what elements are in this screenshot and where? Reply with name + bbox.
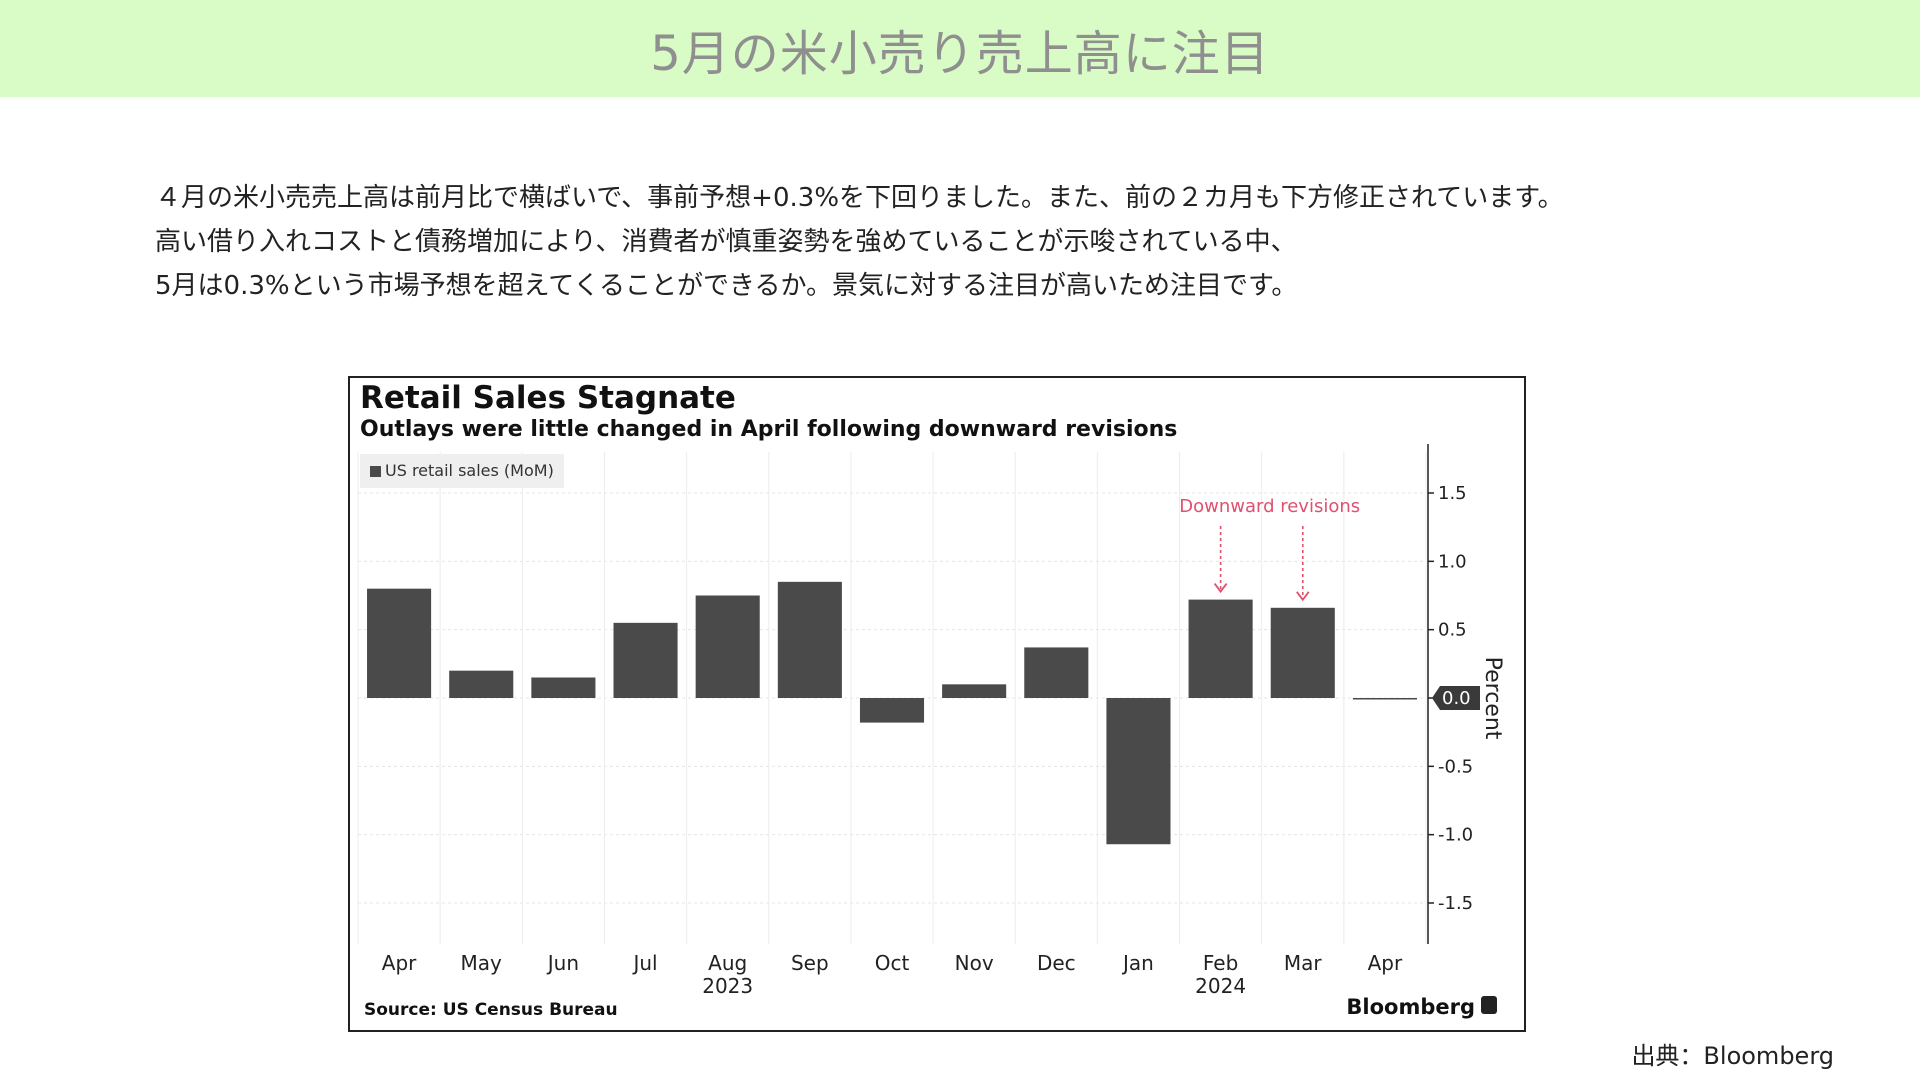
intro-line-3: 5月は0.3%という市場予想を超えてくることができるか。景気に対する注目が高いた…: [155, 271, 1298, 301]
bar: [942, 684, 1007, 698]
intro-text: ４月の米小売売上高は前月比で横ばいで、事前予想+0.3%を下回りました。また、前…: [155, 176, 1795, 308]
x-tick-label: Oct: [875, 951, 910, 975]
x-tick-label: Jul: [631, 951, 657, 975]
x-axis-labels: Apr May Jun Jul Aug Sep Oct Nov Dec Jan Feb Mar Apr 2…: [382, 951, 1403, 998]
y-tick-label: -0.5: [1438, 756, 1473, 777]
x-tick-label: Jan: [1121, 951, 1154, 975]
y-tick-label: 0.5: [1438, 620, 1467, 641]
zero-tick-badge: [1432, 686, 1480, 710]
brand-label: Bloomberg: [1346, 995, 1475, 1019]
intro-line-1: ４月の米小売売上高は前月比で横ばいで、事前予想+0.3%を下回りました。また、前…: [155, 183, 1564, 213]
bar: [1188, 599, 1253, 698]
legend-background: [360, 454, 564, 488]
bar: [1352, 698, 1417, 700]
y-tick-label: 0.0: [1442, 688, 1471, 709]
chart-subtitle: Outlays were little changed in April fol…: [360, 417, 1177, 442]
year-label: 2024: [1195, 974, 1246, 998]
bar: [695, 595, 760, 698]
bar: [613, 622, 678, 698]
bar: [367, 588, 432, 698]
y-axis-title: Percent: [1480, 657, 1505, 740]
chart-svg: Retail Sales Stagnate Outlays were littl…: [357, 380, 1505, 1020]
bloomberg-brand: Bloomberg: [1346, 995, 1497, 1019]
bar: [859, 698, 925, 723]
x-tick-label: May: [461, 951, 503, 975]
intro-line-2: 高い借り入れコストと債務増加により、消費者が慎重姿勢を強めていることが示唆されて…: [155, 227, 1297, 257]
bar: [531, 677, 596, 698]
bar: [1270, 607, 1335, 698]
x-tick-label: Nov: [955, 951, 994, 975]
x-tick-label: Jun: [546, 951, 579, 975]
chart-title: Retail Sales Stagnate: [360, 380, 736, 416]
revision-annotation: Downward revisions: [1179, 496, 1360, 602]
year-label: 2023: [702, 974, 753, 998]
bar: [1106, 698, 1171, 845]
y-tick-label: -1.0: [1438, 825, 1473, 846]
x-tick-label: Apr: [382, 951, 417, 975]
x-tick-label: Dec: [1037, 951, 1076, 975]
x-tick-label: Aug: [708, 951, 747, 975]
x-tick-label: Apr: [1368, 951, 1403, 975]
legend: US retail sales (MoM): [360, 454, 564, 488]
source-credit: 出典：Bloomberg: [1631, 1042, 1834, 1070]
bars: [367, 581, 1417, 845]
y-tick-label: 1.5: [1438, 483, 1467, 504]
annotation-arrow-head: [1296, 591, 1310, 602]
bar: [777, 581, 842, 698]
annotation-arrow-head: [1213, 583, 1228, 594]
legend-swatch: [370, 466, 381, 477]
bloomberg-logo-icon: [1481, 996, 1497, 1014]
title-banner: 5月の米小売り売上高に注目: [0, 0, 1920, 97]
retail-sales-chart: Retail Sales Stagnate Outlays were littl…: [348, 376, 1526, 1032]
x-tick-label: Sep: [791, 951, 829, 975]
y-tick-label: -1.5: [1438, 893, 1473, 914]
x-tick-label: Mar: [1284, 951, 1323, 975]
bar: [1024, 647, 1089, 698]
page-title: 5月の米小売り売上高に注目: [650, 25, 1270, 82]
annotation-label: Downward revisions: [1179, 496, 1360, 517]
bar: [449, 670, 514, 698]
y-axis: 1.5 1.0 0.5 0.0 -0.5 -1.0 -1.5: [1427, 444, 1480, 944]
legend-label: US retail sales (MoM): [385, 461, 554, 480]
source-label: Source: US Census Bureau: [364, 1000, 618, 1020]
y-tick-label: 1.0: [1438, 551, 1467, 572]
x-tick-label: Feb: [1203, 951, 1238, 975]
